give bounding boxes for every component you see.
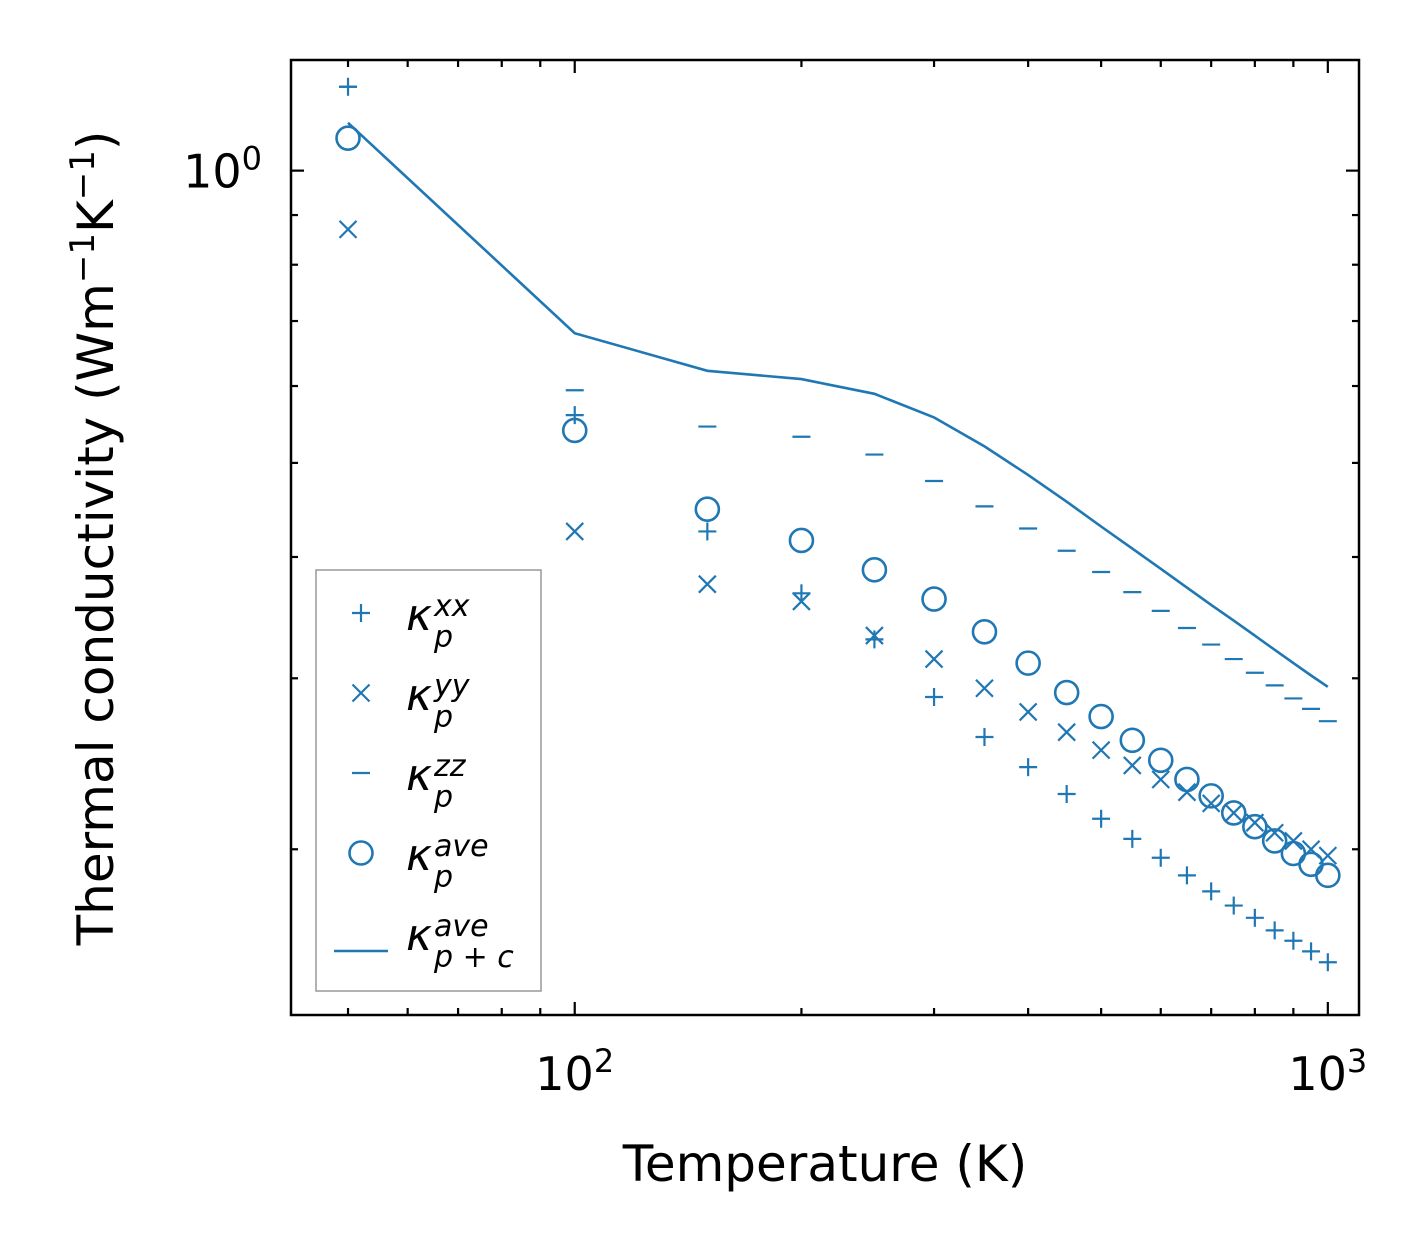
point-ave-550	[1119, 727, 1146, 754]
point-ave-200	[788, 527, 815, 554]
x-axis-label: Temperature (K)	[622, 1135, 1027, 1193]
legend-label-xx: κ	[406, 590, 432, 641]
point-xx-750	[1224, 896, 1243, 915]
point-ave-350	[971, 618, 998, 645]
point-xx-450	[1057, 785, 1076, 804]
point-ave-250	[861, 557, 888, 583]
legend-sub-zz: p	[433, 780, 453, 815]
legend-item-xx: κ xxp	[352, 589, 470, 655]
point-xx-150	[698, 522, 717, 541]
data-marks	[335, 77, 1341, 972]
point-xx-350	[975, 728, 994, 747]
point-ave-750	[1220, 800, 1247, 826]
legend-label-ave: κ	[406, 830, 432, 881]
point-xx-700	[1202, 882, 1221, 901]
legend-sup-xx: xx	[433, 589, 470, 624]
point-xx-250	[865, 630, 884, 649]
point-yy-300	[924, 649, 944, 669]
point-xx-500	[1092, 809, 1111, 828]
legend-label-zz: κ	[406, 750, 432, 801]
point-ave-450	[1053, 679, 1080, 706]
y-axis-label-unit-k: K	[67, 199, 125, 233]
plot-frame	[289, 58, 1361, 1017]
point-xx-1000	[1318, 953, 1337, 972]
legend-label-yy: κ	[406, 670, 432, 721]
legend-sub-yy: p	[433, 700, 453, 735]
y-axis-label-close: )	[67, 131, 125, 151]
point-xx-100	[565, 406, 584, 425]
point-yy-750	[1224, 803, 1244, 823]
point-yy-550	[1123, 756, 1142, 775]
point-ave-650	[1174, 766, 1200, 793]
legend-sup-total: ave	[434, 909, 489, 944]
y-axis-label-exp-1: −1	[63, 233, 103, 283]
legend-swatch-xx	[352, 604, 370, 622]
series-line-total	[347, 121, 1329, 688]
point-ave-1000	[1315, 862, 1341, 889]
legend-sub-xx: p	[433, 620, 453, 655]
point-xx-650	[1177, 866, 1196, 885]
point-xx-550	[1123, 829, 1142, 848]
point-ave-300	[921, 586, 947, 612]
point-yy-250	[865, 626, 884, 645]
legend-sup-yy: yy	[433, 669, 471, 704]
point-ave-150	[694, 496, 721, 523]
point-yy-350	[975, 678, 994, 698]
point-ave-100	[561, 417, 588, 444]
legend-sub-ave: p	[433, 860, 453, 895]
point-yy-700	[1201, 794, 1221, 813]
point-xx-400	[1019, 758, 1038, 777]
legend-item-zz: κ zzp	[352, 749, 467, 815]
legend-sub-total: p + c	[433, 940, 514, 975]
y-axis-label-main: Thermal conductivity (	[67, 381, 125, 946]
point-ave-400	[1015, 650, 1041, 676]
y-axis-label-exp-2: −1	[63, 150, 103, 200]
legend-swatch-yy	[351, 683, 371, 703]
point-yy-450	[1057, 722, 1076, 742]
legend-sup-ave: ave	[434, 829, 489, 864]
legend-sup-zz: zz	[433, 749, 467, 784]
legend-frame	[315, 569, 542, 992]
y-axis-label-unit-w: Wm	[67, 283, 125, 381]
point-xx-950	[1302, 942, 1321, 961]
point-yy-500	[1091, 740, 1111, 760]
legend-item-yy: κ yyp	[351, 669, 471, 735]
point-ave-850	[1261, 828, 1288, 854]
point-yy-600	[1151, 770, 1171, 789]
point-ave-500	[1088, 703, 1114, 730]
point-ave-600	[1147, 747, 1174, 774]
point-yy-50	[338, 220, 358, 239]
x-tick-label: 103	[1288, 1042, 1367, 1101]
point-xx-800	[1245, 908, 1264, 927]
y-axis-label: Thermal conductivity (Wm−1K−1)	[63, 131, 125, 947]
point-xx-300	[925, 687, 944, 706]
legend-swatch-ave	[348, 840, 374, 866]
x-tick-label: 102	[535, 1042, 614, 1101]
point-xx-200	[792, 584, 811, 603]
point-ave-50	[335, 125, 361, 151]
point-yy-100	[565, 522, 585, 541]
legend-label-total: κ	[406, 910, 432, 961]
point-xx-900	[1284, 931, 1303, 950]
point-yy-400	[1018, 702, 1038, 722]
point-ave-800	[1242, 813, 1268, 840]
point-yy-150	[698, 574, 717, 594]
point-yy-200	[792, 592, 811, 611]
y-tick-label: 100	[183, 140, 262, 199]
point-xx-600	[1151, 848, 1170, 867]
point-xx-850	[1265, 921, 1284, 940]
point-ave-700	[1198, 783, 1224, 809]
point-yy-850	[1265, 823, 1284, 843]
